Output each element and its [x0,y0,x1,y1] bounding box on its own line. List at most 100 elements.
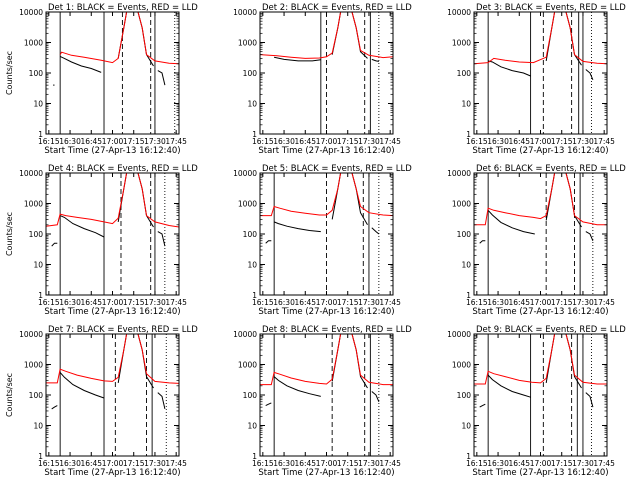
events-series-line [331,334,368,389]
y-tick-label: 1 [466,452,471,461]
panel-title: Det 2: BLACK = Events, RED = LLD [262,3,412,13]
y-tick-label: 1 [466,130,471,139]
lld-series-line [46,334,179,384]
x-tick-label: 16:45 [80,459,102,468]
x-tick-label: 16:30 [273,298,295,307]
events-series-line [371,227,380,235]
y-tick-label: 1000 [452,200,471,209]
x-tick-label: 16:15 [252,459,274,468]
lld-series-line [260,12,393,59]
plot-frame [473,333,608,457]
x-tick-label: 17:45 [379,298,401,307]
x-tick-label: 16:15 [38,137,60,146]
y-axis-label: Counts/sec [5,373,14,417]
events-series-line [331,173,368,226]
plot-area [46,173,179,295]
x-tick-label: 16:45 [508,137,530,146]
y-tick-label: 100 [29,230,44,239]
y-tick-label: 10 [247,422,257,431]
y-tick-label: 1000 [238,39,257,48]
y-tick-label: 100 [29,69,44,78]
x-tick-label: 17:15 [123,298,145,307]
x-tick-label: 17:45 [593,298,615,307]
y-tick-label: 10000 [233,169,257,178]
x-tick-label: 17:00 [102,459,124,468]
events-series-line [51,405,58,410]
plot-frame [473,11,608,135]
y-tick-label: 1 [252,452,257,461]
x-tick-label: 17:45 [165,137,187,146]
panel-title: Det 6: BLACK = Events, RED = LLD [476,164,626,174]
events-series-line [479,403,486,408]
events-series-line [545,173,582,228]
x-tick-label: 17:00 [530,459,552,468]
y-tick-label: 1000 [24,39,43,48]
x-tick-label: 16:45 [508,298,530,307]
y-tick-label: 1000 [24,361,43,370]
x-tick-label: 16:15 [252,137,274,146]
panel-title: Det 5: BLACK = Events, RED = LLD [262,164,412,174]
y-tick-label: 10000 [19,330,43,339]
y-tick-label: 10 [33,422,43,431]
x-tick-label: 16:15 [38,459,60,468]
plot-area [474,334,607,456]
x-tick-label: 16:30 [59,459,81,468]
x-tick-label: 16:15 [466,459,488,468]
lld-series-line [474,173,607,226]
x-tick-label: 17:45 [165,298,187,307]
y-tick-label: 100 [243,230,258,239]
y-tick-label: 10000 [19,8,43,17]
x-tick-label: 17:00 [530,298,552,307]
y-tick-label: 100 [29,391,44,400]
y-tick-label: 100 [457,391,472,400]
events-series-line [59,55,102,73]
events-series-line [157,70,166,86]
x-axis-label: Start Time (27-Apr-13 16:12:40) [258,468,394,478]
detector-panel: Det 8: BLACK = Events, RED = LLD 16:15 16:… [233,325,412,478]
x-tick-label: 16:45 [294,298,316,307]
x-axis-label: Start Time (27-Apr-13 16:12:40) [472,307,608,317]
lld-series-line [260,173,393,217]
x-tick-label: 17:45 [593,137,615,146]
x-tick-label: 17:45 [379,459,401,468]
y-tick-label: 100 [243,69,258,78]
y-tick-label: 100 [243,391,258,400]
x-tick-label: 17:15 [551,137,573,146]
plot-area [46,334,179,456]
events-series-line [265,402,272,407]
y-tick-label: 10 [461,422,471,431]
y-tick-label: 1 [252,291,257,300]
plot-area [260,334,393,456]
x-tick-label: 16:45 [80,137,102,146]
x-tick-label: 17:45 [379,137,401,146]
plot-area [474,173,607,295]
events-series-line [479,240,486,244]
x-tick-label: 17:15 [337,137,359,146]
events-series-line [157,392,166,410]
x-tick-label: 16:30 [487,298,509,307]
panel-title: Det 8: BLACK = Events, RED = LLD [262,325,412,335]
y-tick-label: 1000 [238,361,257,370]
events-series-line [117,12,154,67]
detector-panel: Det 2: BLACK = Events, RED = LLD 16:15 16:… [233,3,412,156]
lld-series-line [260,334,393,386]
x-tick-label: 17:15 [551,459,573,468]
x-tick-label: 17:30 [572,459,594,468]
x-tick-label: 16:30 [273,459,295,468]
y-tick-label: 10000 [447,169,471,178]
y-tick-label: 10000 [233,8,257,17]
x-tick-label: 16:30 [273,137,295,146]
y-tick-label: 10 [461,100,471,109]
plot-frame [473,172,608,296]
events-series-line [59,372,105,399]
events-series-line [59,215,105,238]
lld-series-line [474,12,607,65]
events-series-line [585,69,594,80]
events-series-line [545,334,582,389]
y-tick-label: 10 [33,100,43,109]
